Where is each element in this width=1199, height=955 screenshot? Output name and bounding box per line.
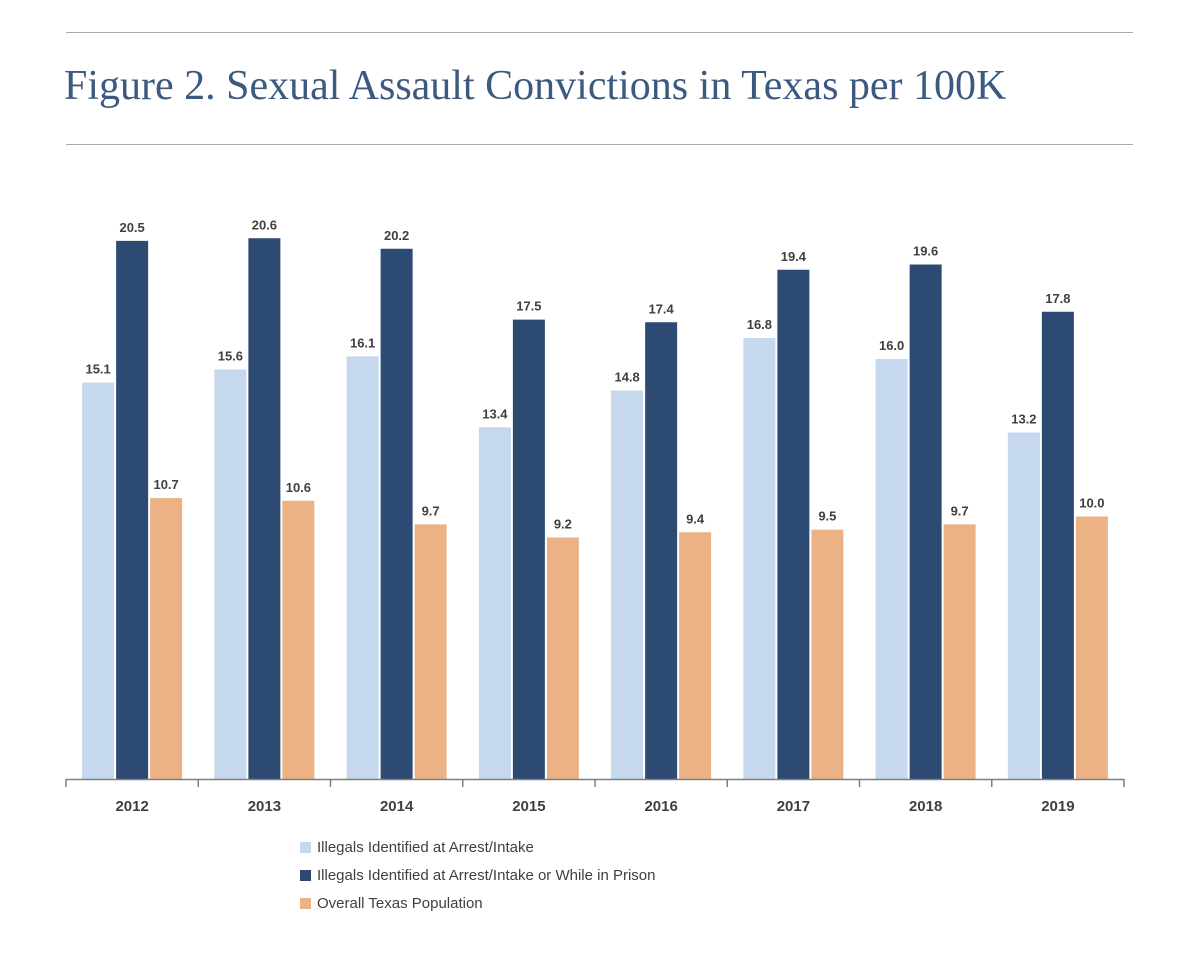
data-label: 19.6	[913, 244, 938, 259]
x-tick-label: 2016	[644, 798, 677, 815]
data-label: 9.4	[686, 511, 705, 526]
data-label: 13.2	[1011, 412, 1036, 427]
data-label: 10.0	[1079, 496, 1104, 511]
x-tick-label: 2012	[115, 798, 148, 815]
x-tick-label: 2019	[1041, 798, 1074, 815]
bar-2016-series-2	[645, 322, 678, 779]
bar-2015-series-2	[512, 319, 545, 779]
bar-2012-series-2	[116, 240, 149, 779]
legend-item: Illegals Identified at Arrest/Intake	[300, 833, 656, 861]
data-label: 13.4	[482, 406, 508, 421]
data-label: 20.6	[252, 217, 277, 232]
data-label: 9.7	[951, 503, 969, 518]
data-label: 10.6	[286, 480, 311, 495]
bar-2019-series-1	[1007, 432, 1040, 779]
data-label: 10.7	[153, 477, 178, 492]
legend-swatch	[300, 841, 311, 853]
bar-2016-series-1	[611, 390, 644, 779]
legend-label: Illegals Identified at Arrest/Intake	[317, 838, 534, 856]
data-label: 20.5	[119, 220, 144, 235]
legend-label: Overall Texas Population	[317, 894, 483, 912]
x-tick-label: 2014	[380, 798, 414, 815]
bar-2015-series-1	[478, 427, 511, 779]
bar-2014-series-3	[414, 524, 447, 779]
top-rule	[66, 32, 1133, 33]
data-label: 17.4	[648, 301, 674, 316]
data-label: 20.2	[384, 228, 409, 243]
data-label: 9.5	[818, 509, 836, 524]
data-label: 19.4	[781, 249, 807, 264]
legend-swatch	[300, 897, 311, 909]
bar-2016-series-3	[679, 532, 712, 779]
data-label: 14.8	[614, 370, 639, 385]
bar-2013-series-3	[282, 500, 315, 779]
page-title: Figure 2. Sexual Assault Convictions in …	[64, 63, 1007, 109]
bar-2017-series-1	[743, 338, 776, 779]
data-label: 16.0	[879, 338, 904, 353]
data-labels-layer: 15.1 20.5 10.7 15.6 20.6 10.6 16.1 20.2 9.7 13.4 1…	[85, 217, 1104, 531]
data-label: 16.1	[350, 335, 375, 350]
x-tick-label: 2015	[512, 798, 545, 815]
legend: Illegals Identified at Arrest/Intake Ille…	[300, 833, 656, 917]
bar-2012-series-1	[82, 382, 115, 779]
legend-item: Illegals Identified at Arrest/Intake or …	[300, 861, 656, 889]
bar-2012-series-3	[150, 498, 183, 779]
bar-2018-series-2	[909, 264, 942, 779]
legend-item: Overall Texas Population	[300, 889, 656, 917]
data-label: 9.7	[422, 503, 440, 518]
legend-label: Illegals Identified at Arrest/Intake or …	[317, 866, 656, 884]
bar-2015-series-3	[546, 537, 579, 779]
data-label: 17.8	[1045, 291, 1070, 306]
data-label: 15.1	[85, 362, 110, 377]
bar-2014-series-2	[380, 248, 413, 779]
x-tick-label: 2013	[248, 798, 281, 815]
data-label: 17.5	[516, 299, 541, 314]
bar-2013-series-1	[214, 369, 247, 779]
data-label: 16.8	[747, 317, 772, 332]
x-axis: 2012 2013 2014 2015 2016 2017 2018 2019	[65, 778, 1125, 815]
bar-2019-series-3	[1075, 516, 1108, 779]
x-tick-label: 2017	[777, 798, 810, 815]
data-label: 15.6	[218, 349, 243, 364]
title-rule	[66, 144, 1133, 145]
legend-swatch	[300, 869, 311, 881]
bar-2017-series-3	[811, 529, 844, 779]
bar-2019-series-2	[1041, 311, 1074, 779]
bar-2014-series-1	[346, 356, 379, 779]
bar-2018-series-3	[943, 524, 976, 779]
data-label: 9.2	[554, 517, 572, 532]
x-tick-label: 2018	[909, 798, 942, 815]
bar-2013-series-2	[248, 238, 281, 779]
bar-2017-series-2	[777, 269, 810, 779]
bars-layer	[82, 238, 1108, 779]
bar-chart: 15.1 20.5 10.7 15.6 20.6 10.6 16.1 20.2 9.7 13.4 1…	[65, 217, 1125, 815]
bar-2018-series-1	[875, 359, 908, 779]
